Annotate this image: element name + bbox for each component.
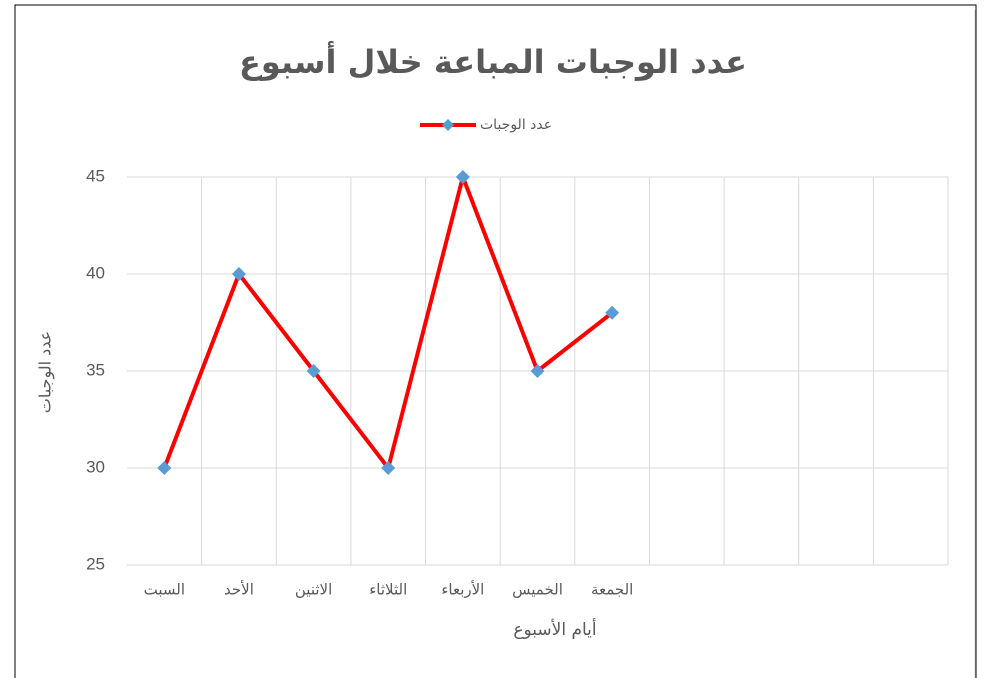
y-tick-label: 25 bbox=[86, 554, 105, 573]
x-tick-label: الاثنين bbox=[295, 581, 332, 599]
chart-title: عدد الوجبات المباعة خلال أسبوع bbox=[239, 41, 747, 81]
x-axis-label: أيام الأسبوع bbox=[513, 618, 596, 640]
chart-frame bbox=[15, 5, 976, 678]
y-tick-label: 30 bbox=[86, 457, 105, 476]
x-tick-label: الثلاثاء bbox=[369, 581, 407, 599]
x-tick-label: الأحد bbox=[224, 580, 254, 599]
x-tick-label: الخميس bbox=[512, 581, 563, 599]
y-tick-label: 40 bbox=[86, 263, 105, 282]
legend-label: عدد الوجبات bbox=[480, 117, 552, 133]
x-tick-label: الأربعاء bbox=[441, 580, 484, 599]
y-tick-label: 45 bbox=[86, 166, 105, 185]
x-tick-label: السبت bbox=[144, 581, 185, 599]
y-tick-label: 35 bbox=[86, 360, 105, 379]
x-tick-label: الجمعة bbox=[591, 581, 633, 599]
chart: عدد الوجبات المباعة خلال أسبوع أيام الأس… bbox=[0, 0, 992, 678]
page: {"chart_data": {"type": "line", "title":… bbox=[0, 0, 992, 678]
y-axis-label: عدد الوجبات bbox=[36, 331, 56, 413]
